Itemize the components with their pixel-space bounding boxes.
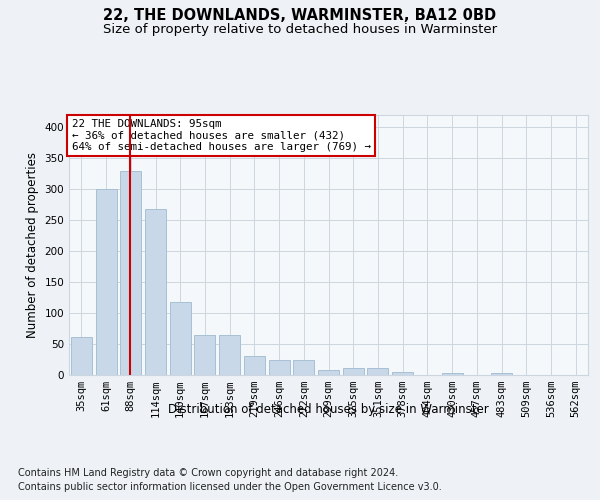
Bar [269, 360, 290, 375]
Text: Contains public sector information licensed under the Open Government Licence v3: Contains public sector information licen… [18, 482, 442, 492]
Bar [491, 373, 512, 375]
Bar [442, 373, 463, 375]
Y-axis label: Number of detached properties: Number of detached properties [26, 152, 39, 338]
Text: 22 THE DOWNLANDS: 95sqm
← 36% of detached houses are smaller (432)
64% of semi-d: 22 THE DOWNLANDS: 95sqm ← 36% of detache… [71, 119, 371, 152]
Bar [170, 302, 191, 375]
Bar [318, 370, 339, 375]
Text: 22, THE DOWNLANDS, WARMINSTER, BA12 0BD: 22, THE DOWNLANDS, WARMINSTER, BA12 0BD [103, 8, 497, 22]
Bar [120, 170, 141, 375]
Bar [71, 336, 92, 375]
Text: Distribution of detached houses by size in Warminster: Distribution of detached houses by size … [169, 402, 489, 415]
Bar [367, 368, 388, 375]
Bar [343, 368, 364, 375]
Bar [145, 209, 166, 375]
Bar [244, 356, 265, 375]
Bar [219, 335, 240, 375]
Bar [293, 360, 314, 375]
Bar [392, 372, 413, 375]
Text: Size of property relative to detached houses in Warminster: Size of property relative to detached ho… [103, 22, 497, 36]
Text: Contains HM Land Registry data © Crown copyright and database right 2024.: Contains HM Land Registry data © Crown c… [18, 468, 398, 477]
Bar [95, 190, 116, 375]
Bar [194, 335, 215, 375]
